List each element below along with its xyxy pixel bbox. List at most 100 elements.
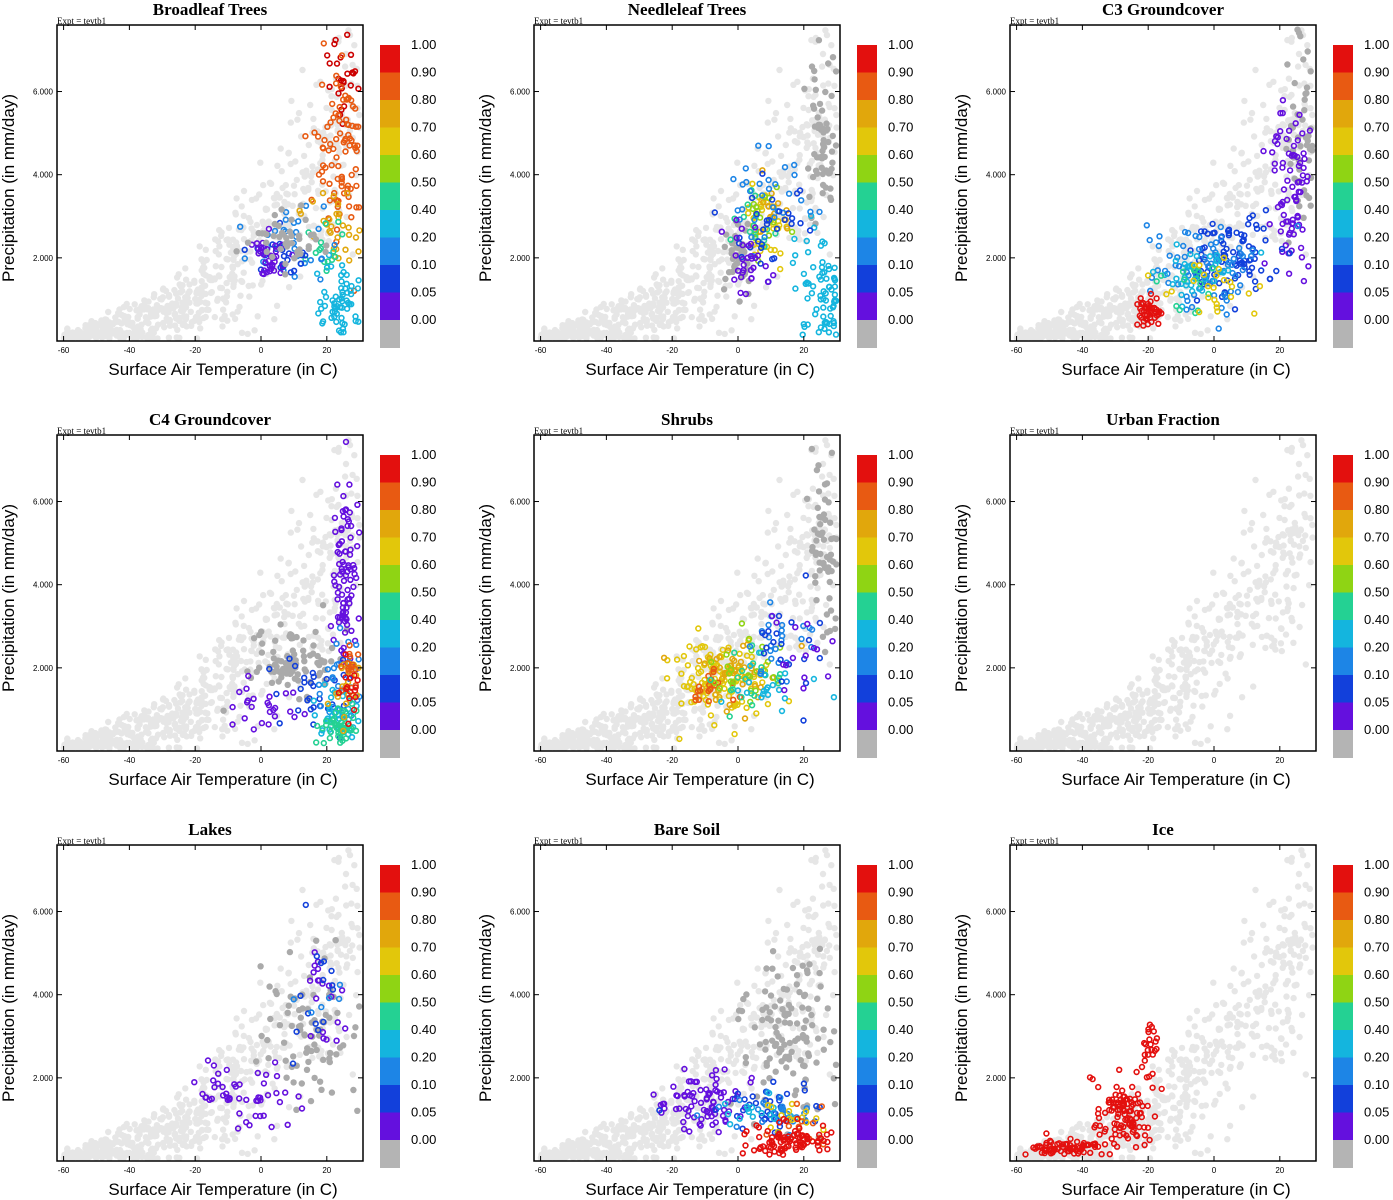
data-point xyxy=(336,296,343,303)
background-point xyxy=(237,292,244,299)
y-tick-label: 4.000 xyxy=(33,581,54,590)
background-point xyxy=(123,710,130,718)
background-point xyxy=(646,712,653,719)
colorbar-segment xyxy=(380,702,400,731)
data-point xyxy=(819,125,826,132)
background-point xyxy=(198,717,206,724)
data-point xyxy=(789,259,797,267)
background-point xyxy=(1104,313,1111,320)
background-point xyxy=(240,269,247,276)
background-point xyxy=(734,159,741,166)
colorbar-segment xyxy=(857,100,877,128)
background-point xyxy=(814,584,821,592)
data-point xyxy=(348,733,356,741)
background-point xyxy=(828,42,835,49)
background-point xyxy=(265,628,272,635)
data-point xyxy=(322,248,329,256)
data-point xyxy=(1274,203,1282,211)
data-point xyxy=(350,561,357,569)
background-point xyxy=(1139,281,1146,288)
data-point xyxy=(1307,68,1314,75)
background-point xyxy=(234,308,241,315)
background-point xyxy=(695,263,702,271)
data-point xyxy=(828,165,835,173)
background-point xyxy=(257,569,264,576)
background-point xyxy=(303,167,310,174)
x-axis-label: Surface Air Temperature (in C) xyxy=(585,360,814,379)
data-point xyxy=(277,245,284,253)
background-point xyxy=(324,625,332,632)
background-point xyxy=(627,329,634,337)
background-point xyxy=(807,583,814,590)
data-point xyxy=(1178,280,1185,288)
background-point xyxy=(622,708,629,715)
background-point xyxy=(121,333,128,340)
data-point xyxy=(1246,271,1253,278)
background-point xyxy=(1177,288,1184,295)
data-point xyxy=(244,697,252,704)
data-point xyxy=(352,727,360,734)
colorbar-segment xyxy=(380,237,400,266)
background-point xyxy=(1191,203,1198,210)
background-point xyxy=(1278,237,1286,245)
background-point xyxy=(619,724,627,731)
data-point xyxy=(1285,270,1293,277)
background-point xyxy=(792,600,799,607)
background-point xyxy=(276,644,283,652)
background-point xyxy=(1113,319,1120,327)
data-point xyxy=(340,727,347,735)
data-point xyxy=(1228,283,1236,290)
background-point xyxy=(240,187,248,195)
background-point xyxy=(317,78,324,86)
data-point xyxy=(1234,288,1242,296)
data-point xyxy=(819,170,826,178)
data-point xyxy=(334,596,341,603)
data-point xyxy=(348,137,355,144)
data-point xyxy=(830,302,837,310)
background-point xyxy=(833,521,840,529)
background-point xyxy=(319,615,326,622)
background-point xyxy=(126,305,133,313)
data-point xyxy=(319,162,327,169)
background-point xyxy=(771,526,778,533)
background-point xyxy=(123,300,130,308)
background-point xyxy=(593,326,601,334)
background-point xyxy=(200,259,207,266)
background-point xyxy=(307,583,315,590)
data-point xyxy=(751,216,758,224)
data-point xyxy=(1215,280,1223,287)
data-point xyxy=(1296,159,1304,167)
data-point xyxy=(1172,257,1180,264)
background-point xyxy=(794,549,801,556)
data-point xyxy=(821,269,828,276)
background-point xyxy=(230,690,237,698)
data-point xyxy=(326,705,333,713)
background-point xyxy=(353,172,360,179)
background-point xyxy=(575,744,583,751)
background-point xyxy=(229,680,236,687)
background-point xyxy=(640,310,647,317)
background-point xyxy=(820,82,827,89)
data-point xyxy=(1198,287,1206,294)
background-point xyxy=(1115,287,1123,295)
background-point xyxy=(1191,329,1199,336)
data-point xyxy=(1300,56,1307,63)
data-point xyxy=(797,220,804,227)
background-point xyxy=(171,732,179,739)
background-point xyxy=(200,270,207,277)
data-point xyxy=(832,331,840,338)
data-point xyxy=(354,676,361,684)
data-point xyxy=(344,659,351,667)
background-point xyxy=(199,674,207,681)
background-point xyxy=(299,476,306,484)
data-point xyxy=(1282,242,1290,249)
background-point xyxy=(191,687,198,694)
data-point xyxy=(819,190,826,197)
colorbar-segment xyxy=(857,320,877,348)
background-point xyxy=(138,333,146,341)
data-point xyxy=(1300,164,1307,172)
data-point xyxy=(328,314,335,321)
data-point xyxy=(1220,254,1228,261)
background-point xyxy=(178,304,186,311)
background-point xyxy=(814,131,822,138)
